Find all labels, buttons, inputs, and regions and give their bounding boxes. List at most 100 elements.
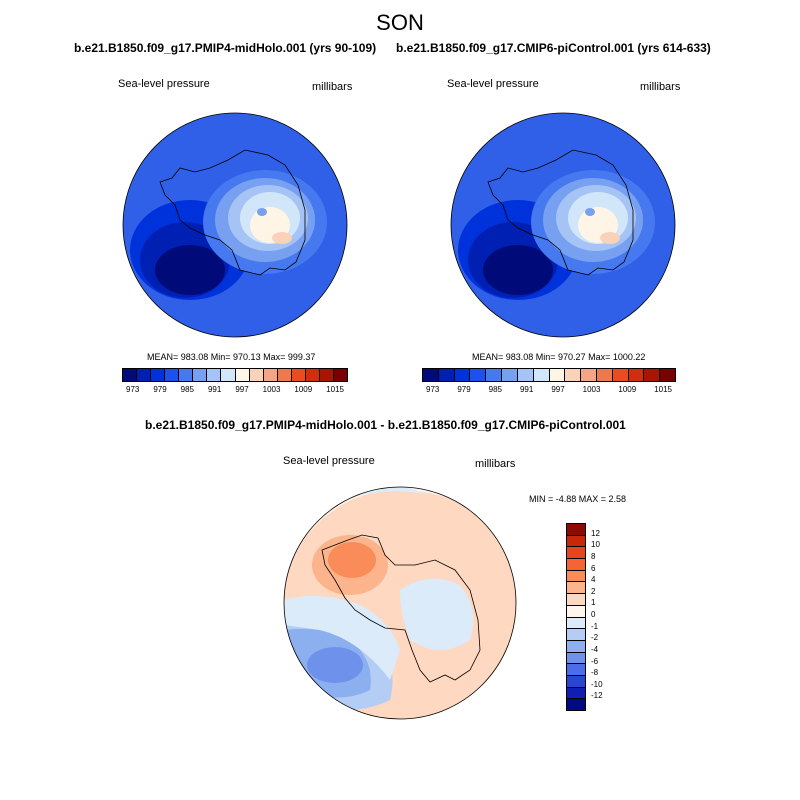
colorbar-swatch: [567, 664, 585, 676]
diff-colorbar-swatches: [566, 523, 586, 711]
colorbar-swatch: [612, 369, 629, 381]
right-antarctica-coastline: [487, 149, 634, 276]
colorbar-swatch: [291, 369, 306, 381]
colorbar-tick-label: 997: [551, 385, 565, 394]
colorbar-tick-label: 991: [519, 385, 534, 394]
colorbar-swatch: [567, 699, 585, 710]
colorbar-tick-label: 8: [591, 551, 596, 561]
right-variable-label: Sea-level pressure: [447, 78, 539, 90]
colorbar-tick-label: 2: [591, 586, 596, 596]
right-colorbar: 973 979 985 991 997 1003 1009 1015: [422, 368, 676, 394]
colorbar-tick-label: -10: [591, 679, 603, 689]
colorbar-swatch: [567, 559, 585, 571]
left-panel-title: b.e21.B1850.f09_g17.PMIP4-midHolo.001 (y…: [74, 41, 377, 55]
colorbar-swatch: [567, 582, 585, 595]
colorbar-swatch: [263, 369, 278, 381]
colorbar-swatch: [179, 369, 194, 381]
left-variable-label: Sea-level pressure: [118, 78, 210, 90]
colorbar-tick-label: 1003: [262, 385, 281, 394]
colorbar-swatch: [567, 617, 585, 630]
colorbar-swatch: [596, 369, 613, 381]
colorbar-tick-label: 10: [591, 540, 600, 550]
colorbar-tick-label: 979: [153, 385, 167, 394]
colorbar-swatch: [567, 605, 585, 618]
colorbar-tick-label: 12: [591, 528, 600, 538]
colorbar-tick-label: 1003: [582, 385, 601, 394]
right-colorbar-swatches: [422, 368, 676, 382]
right-stats: MEAN= 983.08 Min= 970.27 Max= 1000.22: [472, 352, 646, 362]
left-units-label: millibars: [312, 81, 353, 93]
colorbar-tick-label: 1015: [654, 385, 672, 394]
colorbar-tick-label: 1009: [294, 385, 313, 394]
colorbar-swatch: [207, 369, 222, 381]
colorbar-swatch: [123, 369, 138, 381]
diff-colorbar-ticks: 12 10 8 6 4 2 1 0 -1 -2 -4 -6 -8 -10 -12: [591, 523, 621, 709]
colorbar-swatch: [151, 369, 166, 381]
colorbar-tick-label: 985: [180, 385, 195, 394]
right-slp-contours: [451, 113, 675, 337]
colorbar-swatch: [567, 547, 585, 560]
colorbar-swatch: [567, 675, 585, 688]
colorbar-tick-label: 0: [591, 610, 596, 619]
colorbar-tick-label: 991: [207, 385, 222, 394]
colorbar-tick-label: -8: [591, 668, 599, 678]
right-panel-title: b.e21.B1850.f09_g17.CMIP6-piControl.001 …: [396, 41, 711, 55]
colorbar-swatch: [567, 640, 585, 653]
colorbar-swatch: [319, 369, 334, 381]
colorbar-swatch: [517, 369, 534, 381]
colorbar-swatch: [193, 369, 208, 381]
colorbar-swatch: [567, 687, 585, 700]
colorbar-swatch: [567, 629, 585, 641]
colorbar-swatch: [567, 535, 585, 548]
colorbar-swatch: [567, 652, 585, 665]
colorbar-swatch: [567, 594, 585, 606]
colorbar-tick-label: 979: [457, 385, 471, 394]
diff-panel-title: b.e21.B1850.f09_g17.PMIP4-midHolo.001 - …: [145, 418, 626, 432]
colorbar-swatch: [486, 369, 503, 381]
colorbar-swatch: [565, 369, 582, 381]
left-stats: MEAN= 983.08 Min= 970.13 Max= 999.37: [147, 352, 316, 362]
diff-antarctica-coastline: [321, 534, 481, 683]
colorbar-tick-label: -4: [591, 644, 599, 654]
colorbar-swatch: [438, 369, 455, 381]
diff-slp-contours: [284, 487, 516, 719]
diff-variable-label: Sea-level pressure: [283, 455, 375, 467]
colorbar-swatch: [137, 369, 152, 381]
left-antarctica-coastline: [159, 149, 306, 276]
right-colorbar-ticks: 973 979 985 991 997 1003 1009 1015: [422, 385, 676, 394]
diff-stats: MIN = -4.88 MAX = 2.58: [529, 494, 627, 504]
colorbar-tick-label: 997: [235, 385, 249, 394]
colorbar-tick-label: 973: [126, 385, 140, 394]
left-colorbar-swatches: [122, 368, 348, 382]
figure-title: SON: [376, 10, 424, 35]
colorbar-swatch: [333, 369, 347, 381]
right-units-label: millibars: [640, 81, 681, 93]
colorbar-swatch: [660, 369, 675, 381]
colorbar-tick-label: 1: [591, 598, 596, 608]
colorbar-tick-label: 4: [591, 575, 596, 585]
colorbar-tick-label: 973: [426, 385, 440, 394]
colorbar-swatch: [165, 369, 180, 381]
colorbar-tick-label: 6: [591, 563, 596, 573]
diff-units-label: millibars: [475, 458, 516, 470]
colorbar-tick-label: -12: [591, 691, 603, 701]
colorbar-swatch: [454, 369, 471, 381]
colorbar-swatch: [567, 570, 585, 583]
colorbar-swatch: [470, 369, 487, 381]
colorbar-tick-label: 985: [488, 385, 503, 394]
colorbar-swatch: [628, 369, 645, 381]
colorbar-swatch: [249, 369, 264, 381]
colorbar-tick-label: -1: [591, 621, 599, 631]
colorbar-swatch: [423, 369, 439, 381]
colorbar-tick-label: 1009: [618, 385, 637, 394]
colorbar-swatch: [644, 369, 661, 381]
colorbar-tick-label: -2: [591, 633, 599, 643]
colorbar-swatch: [549, 369, 566, 381]
colorbar-swatch: [277, 369, 292, 381]
colorbar-swatch: [235, 369, 250, 381]
colorbar-swatch: [502, 369, 518, 381]
left-colorbar: 973 979 985 991 997 1003 1009 1015: [122, 368, 348, 394]
